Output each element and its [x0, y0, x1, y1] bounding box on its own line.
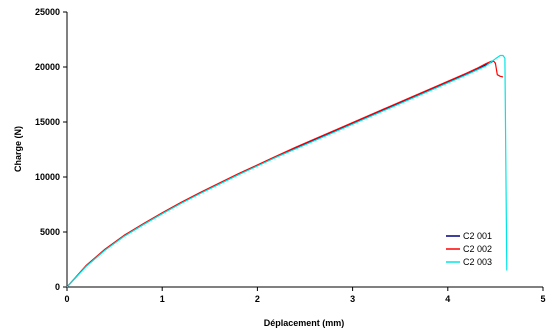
- series-line-3: [66, 54, 508, 288]
- series-lines: [66, 54, 508, 288]
- y-axis-title: Charge (N): [13, 126, 23, 172]
- y-tick-label: 5000: [40, 227, 60, 237]
- x-tick-label: 0: [64, 294, 69, 304]
- y-tick-label: 25000: [35, 7, 60, 17]
- x-tick-label: 4: [445, 294, 450, 304]
- legend-label-2: C2 002: [463, 244, 492, 254]
- plot-frame: [66, 12, 543, 288]
- x-axis-ticks: 0 1 2 3 4 5: [64, 287, 546, 304]
- y-tick-label: 15000: [35, 117, 60, 127]
- y-tick-label: 20000: [35, 62, 60, 72]
- x-tick-label: 1: [160, 294, 165, 304]
- series-line-2: [66, 60, 504, 288]
- legend: C2 001 C2 002 C2 003: [446, 231, 492, 267]
- x-tick-label: 2: [255, 294, 260, 304]
- legend-label-1: C2 001: [463, 231, 492, 241]
- y-axis-ticks: 0 5000 10000 15000 20000 25000: [35, 7, 67, 292]
- legend-label-3: C2 003: [463, 257, 492, 267]
- x-tick-label: 5: [540, 294, 545, 304]
- series-line-1: [66, 60, 494, 288]
- x-axis-title: Déplacement (mm): [264, 318, 345, 328]
- y-tick-label: 10000: [35, 172, 60, 182]
- y-tick-label: 0: [55, 282, 60, 292]
- x-tick-label: 3: [350, 294, 355, 304]
